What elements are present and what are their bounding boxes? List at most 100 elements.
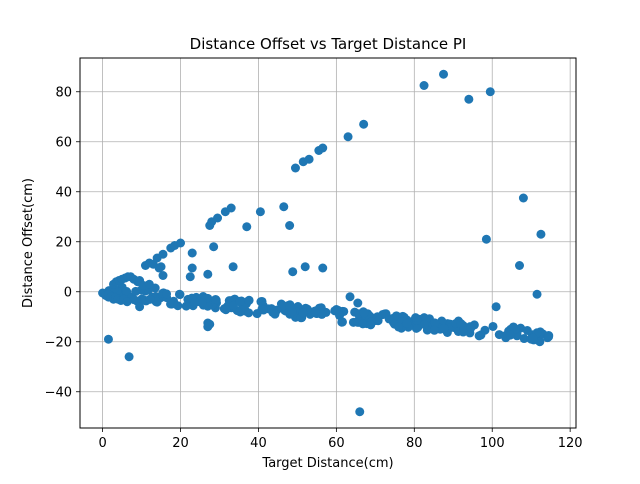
data-point xyxy=(429,325,439,335)
data-point xyxy=(318,263,328,273)
data-point xyxy=(439,69,449,79)
x-tick-label: 60 xyxy=(328,436,345,451)
y-tick-label: 0 xyxy=(64,285,72,300)
data-point xyxy=(488,321,498,331)
data-point xyxy=(187,263,197,273)
data-point xyxy=(331,305,341,315)
y-tick-label: −20 xyxy=(45,335,72,350)
data-point xyxy=(285,221,295,230)
data-point xyxy=(258,305,268,315)
data-point xyxy=(173,301,183,311)
data-point xyxy=(278,301,288,311)
axis-ticks: 0 20 40 60 80 100 120 −40 −20 0 20 40 60 80 xyxy=(45,85,583,451)
data-point xyxy=(185,272,195,282)
data-point xyxy=(464,94,474,104)
data-points xyxy=(98,69,554,417)
data-point xyxy=(228,262,238,272)
data-point xyxy=(203,269,213,279)
data-point xyxy=(221,305,231,315)
data-point xyxy=(359,119,369,129)
data-point xyxy=(103,334,113,344)
data-point xyxy=(318,143,328,153)
data-point xyxy=(466,323,476,333)
data-point xyxy=(209,242,219,252)
data-point xyxy=(279,202,289,212)
y-tick-label: −40 xyxy=(45,385,72,400)
x-tick-label: 80 xyxy=(406,436,423,451)
x-axis-label: Target Distance(cm) xyxy=(261,456,393,471)
data-point xyxy=(213,213,223,223)
data-point xyxy=(131,286,141,296)
data-point xyxy=(544,331,554,340)
data-point xyxy=(394,322,404,332)
data-point xyxy=(456,319,466,329)
data-point xyxy=(343,132,353,142)
data-point xyxy=(359,308,369,318)
data-point xyxy=(380,309,390,319)
data-point xyxy=(235,297,245,307)
data-point xyxy=(158,249,168,259)
data-point xyxy=(135,302,145,312)
data-point xyxy=(310,306,320,316)
data-point xyxy=(244,308,254,318)
data-point xyxy=(290,163,300,173)
data-point xyxy=(522,326,532,335)
data-point xyxy=(174,289,184,299)
data-point xyxy=(298,308,308,318)
x-tick-label: 0 xyxy=(98,436,106,451)
data-point xyxy=(532,289,542,299)
data-point xyxy=(505,330,515,340)
data-point xyxy=(402,318,412,328)
x-tick-label: 20 xyxy=(172,436,189,451)
data-point xyxy=(515,261,525,270)
data-point xyxy=(181,301,191,311)
data-point xyxy=(187,248,197,258)
data-point xyxy=(211,294,221,304)
data-point xyxy=(519,334,529,344)
data-point xyxy=(145,294,155,304)
data-point xyxy=(300,262,310,272)
data-point xyxy=(419,319,429,329)
data-point xyxy=(176,238,186,248)
data-point xyxy=(474,331,484,341)
data-point xyxy=(353,298,363,308)
data-point xyxy=(197,298,207,308)
data-point xyxy=(491,302,501,312)
data-point xyxy=(242,222,252,232)
data-point xyxy=(430,318,440,328)
data-point xyxy=(205,319,215,329)
data-point xyxy=(270,309,280,319)
data-point xyxy=(373,316,383,326)
chart-title: Distance Offset vs Target Distance PI xyxy=(190,35,467,53)
data-point xyxy=(122,287,132,297)
y-tick-label: 80 xyxy=(55,85,72,100)
data-point xyxy=(518,193,528,203)
data-point xyxy=(288,267,298,277)
data-point xyxy=(156,262,166,272)
data-point xyxy=(317,309,327,319)
data-point xyxy=(358,319,368,329)
data-point xyxy=(411,313,421,323)
data-point xyxy=(508,322,518,332)
x-tick-label: 120 xyxy=(558,436,583,451)
y-tick-label: 20 xyxy=(55,235,72,250)
data-point xyxy=(528,333,538,343)
data-point xyxy=(366,320,376,330)
data-point xyxy=(158,271,168,280)
data-point xyxy=(536,229,546,239)
data-point xyxy=(255,207,265,217)
data-point xyxy=(437,316,447,326)
data-point xyxy=(345,292,355,302)
data-point xyxy=(304,154,314,164)
data-point xyxy=(150,283,160,293)
y-tick-label: 40 xyxy=(55,185,72,200)
data-point xyxy=(337,317,347,327)
x-tick-label: 100 xyxy=(480,436,505,451)
data-point xyxy=(285,301,295,311)
plot-frame xyxy=(79,57,577,429)
data-point xyxy=(355,407,365,417)
y-axis-label: Distance Offset(cm) xyxy=(21,178,36,308)
data-point xyxy=(419,81,429,90)
